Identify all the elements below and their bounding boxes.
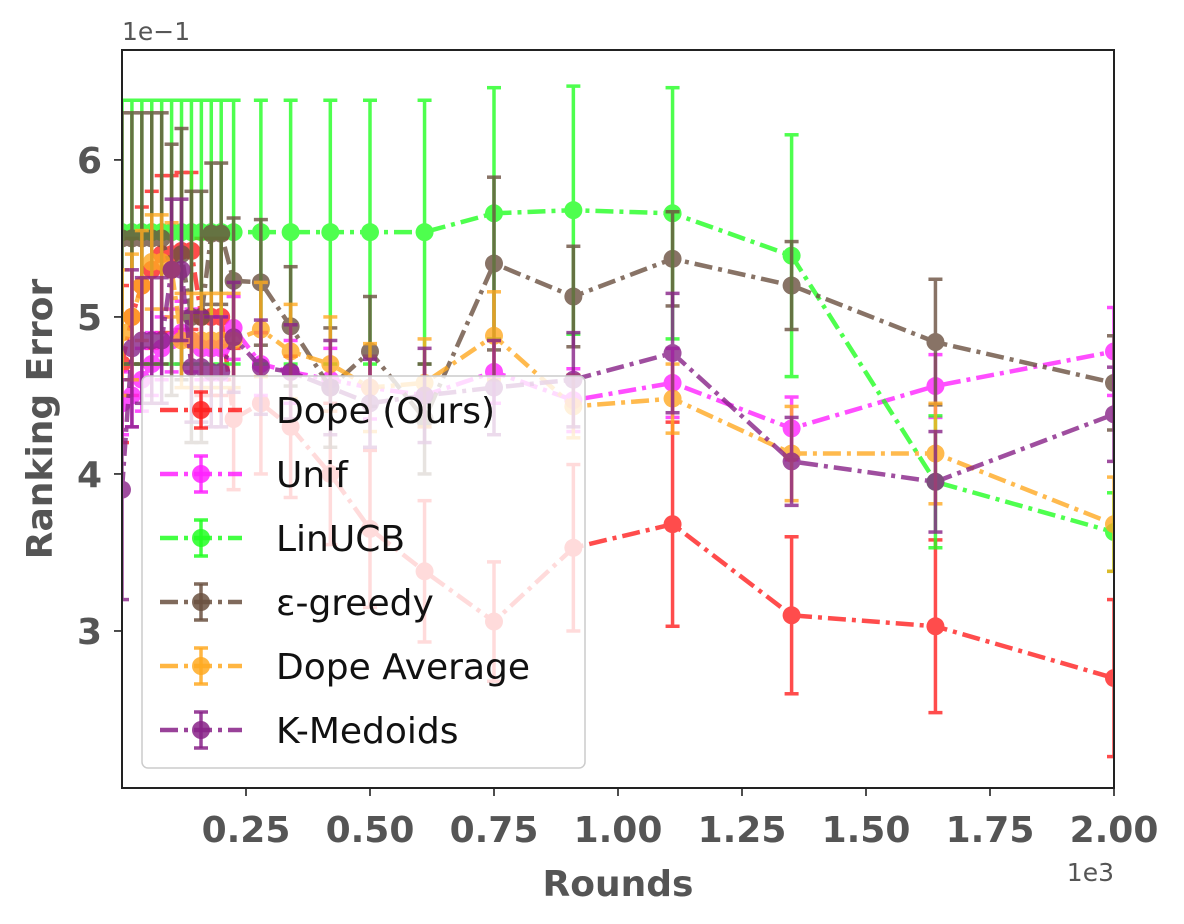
x-tick-label: 1.75	[946, 810, 1035, 851]
data-point	[564, 201, 583, 220]
x-tick-label: 0.25	[202, 810, 291, 851]
legend-label: LinUCB	[276, 519, 405, 560]
x-tick-label: 0.50	[326, 810, 415, 851]
legend-entry: ε-greedy	[160, 582, 434, 624]
data-point	[782, 606, 801, 625]
legend-entry: LinUCB	[160, 518, 405, 560]
x-tick-label: 2.00	[1070, 810, 1159, 851]
data-point	[122, 323, 131, 342]
y-tick-label: 5	[77, 298, 102, 339]
data-point	[1105, 342, 1114, 361]
legend-label: Unif	[276, 455, 349, 496]
legend-entry: Unif	[160, 454, 349, 496]
legend-marker	[192, 721, 210, 739]
y-axis-label: Ranking Error	[20, 279, 61, 560]
series-layer	[122, 84, 1114, 759]
data-point	[224, 328, 243, 347]
y-tick-label: 3	[77, 612, 102, 653]
data-point	[122, 480, 131, 499]
data-point	[926, 472, 945, 491]
data-point	[361, 223, 379, 242]
legend-label: Dope (Ours)	[276, 391, 495, 432]
data-point	[172, 260, 191, 279]
data-point	[663, 249, 682, 268]
x-tick-label: 1.50	[822, 810, 911, 851]
legend-label: Dope Average	[276, 647, 530, 688]
y-offset-label: 1e−1	[122, 17, 190, 46]
y-axis-ticks: 3 4 5 6	[77, 141, 122, 653]
data-point	[1105, 669, 1114, 688]
legend-marker	[192, 657, 210, 675]
legend-entry: Dope Average	[160, 646, 530, 688]
data-point	[251, 358, 270, 377]
data-point	[663, 344, 682, 363]
legend-label: ε-greedy	[276, 583, 434, 624]
legend-entry: K-Medoids	[160, 710, 459, 752]
legend-marker	[192, 465, 210, 483]
x-tick-label: 1.00	[574, 810, 663, 851]
x-tick-label: 1.25	[698, 810, 787, 851]
legend: Dope (Ours) Unif LinUCB ε-greedy Dope Averag…	[141, 375, 586, 769]
x-axis-label: Rounds	[543, 864, 694, 905]
y-tick-label: 6	[77, 141, 102, 182]
data-point	[321, 223, 340, 242]
x-offset-label: 1e3	[1067, 858, 1114, 887]
y-tick-label: 4	[77, 455, 102, 496]
data-point	[212, 224, 231, 243]
x-axis-ticks: 0.25 0.50 0.75 1.00 1.25 1.50 1.75 2.00	[202, 788, 1159, 851]
data-point	[1105, 373, 1114, 392]
data-point	[782, 276, 801, 295]
x-tick-label: 0.75	[450, 810, 539, 851]
data-point	[663, 515, 682, 534]
data-point	[281, 223, 300, 242]
data-point	[1105, 515, 1114, 534]
data-point	[926, 333, 945, 352]
legend-marker	[192, 529, 210, 547]
data-point	[152, 331, 171, 350]
data-point	[782, 452, 801, 471]
data-point	[415, 223, 434, 242]
data-point	[926, 617, 945, 636]
legend-box	[141, 375, 586, 769]
legend-label: K-Medoids	[276, 711, 459, 752]
data-point	[1105, 405, 1114, 424]
legend-entry: Dope (Ours)	[160, 390, 495, 432]
data-point	[564, 287, 583, 306]
data-point	[485, 254, 503, 273]
legend-marker	[192, 593, 210, 611]
legend-marker	[192, 401, 210, 419]
